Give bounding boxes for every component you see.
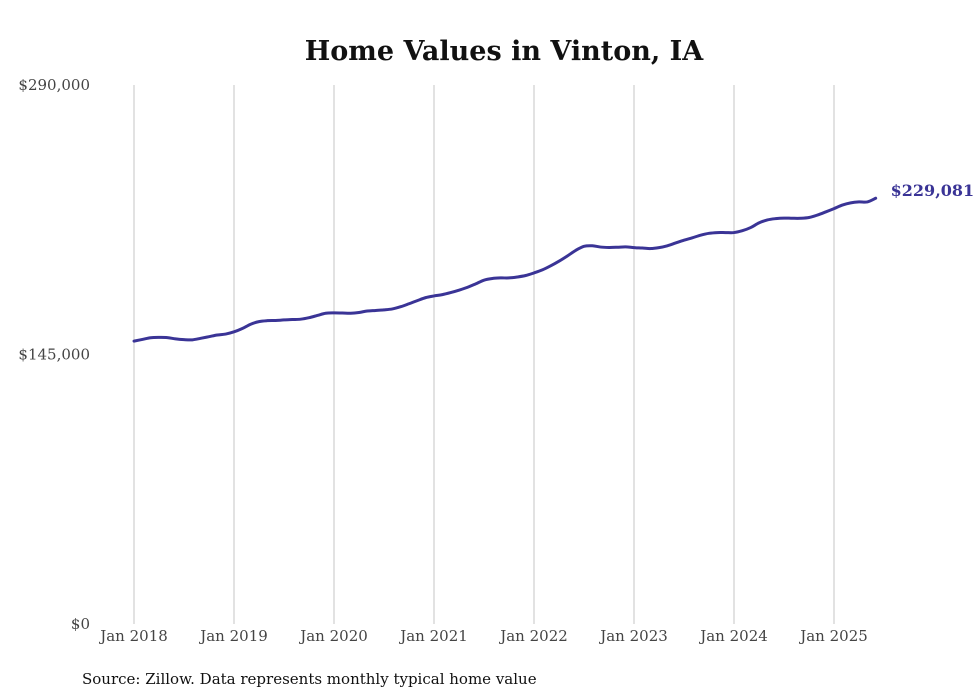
chart-title: Home Values in Vinton, IA bbox=[305, 36, 704, 67]
series-layer: $229,081 bbox=[132, 181, 975, 343]
x-axis: Jan 2018 Jan 2019 Jan 2020 Jan 2021 Jan 2022… bbox=[98, 627, 868, 645]
x-tick-label: Jan 2023 bbox=[598, 627, 668, 645]
x-tick-label: Jan 2018 bbox=[98, 627, 168, 645]
y-tick-label: $145,000 bbox=[18, 346, 90, 364]
x-tick-label: Jan 2024 bbox=[698, 627, 768, 645]
x-tick-label: Jan 2021 bbox=[398, 627, 468, 645]
x-tick-label: Jan 2025 bbox=[798, 627, 868, 645]
x-tick-label: Jan 2022 bbox=[498, 627, 568, 645]
x-tick-label: Jan 2020 bbox=[298, 627, 368, 645]
end-value-label: $229,081 bbox=[891, 181, 975, 200]
y-axis: $0 $145,000 $290,000 bbox=[18, 76, 90, 633]
gridlines bbox=[133, 85, 835, 624]
y-tick-label: $290,000 bbox=[18, 76, 90, 94]
source-note: Source: Zillow. Data represents monthly … bbox=[82, 670, 537, 688]
x-tick-label: Jan 2019 bbox=[198, 627, 268, 645]
y-tick-label: $0 bbox=[71, 615, 90, 633]
series-line bbox=[132, 196, 878, 343]
